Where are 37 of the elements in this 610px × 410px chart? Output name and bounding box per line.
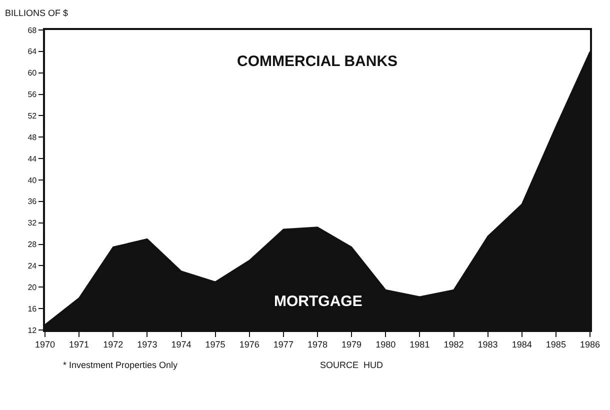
x-tick-label: 1983 (478, 340, 498, 350)
y-tick-label: 64 (28, 47, 38, 56)
y-tick-label: 60 (28, 68, 38, 78)
annotation: COMMERCIAL BANKS (237, 53, 398, 70)
text: * Investment Properties Only (63, 360, 178, 370)
x-tick-label: 1976 (239, 340, 260, 350)
y-tick-label: 56 (28, 90, 38, 100)
x-tick-label: 1974 (171, 340, 192, 350)
x-tick-label: 1985 (546, 340, 566, 350)
y-tick-label: 40 (28, 176, 38, 185)
x-tick-label: 1981 (410, 340, 430, 350)
x-tick-label: 1986 (580, 340, 600, 350)
x-tick-label: 1972 (103, 340, 124, 350)
y-tick-label: 36 (28, 197, 38, 206)
y-tick-label: 28 (28, 240, 38, 250)
x-tick-label: 1980 (376, 340, 396, 350)
y-axis-title: BILLIONS OF $ (5, 8, 68, 18)
x-tick-label: 1977 (273, 340, 294, 350)
y-tick-label: 68 (28, 26, 38, 35)
x-tick-label: 1982 (444, 340, 464, 350)
y-tick-label: 24 (28, 262, 38, 271)
x-tick-label: 1979 (342, 340, 362, 350)
annotation: MORTGAGE (274, 293, 362, 310)
source-note: SOURCE HUD (320, 360, 384, 370)
x-tick-label: 1978 (307, 340, 328, 350)
x-tick-label: 1971 (69, 340, 90, 350)
y-tick-label: 20 (28, 282, 38, 292)
y-tick-label: 44 (28, 154, 38, 164)
y-tick-label: 52 (28, 112, 38, 121)
y-tick-label: 16 (28, 304, 38, 314)
x-tick-label: 1973 (137, 340, 158, 350)
x-tick-label: 1970 (34, 340, 56, 350)
x-tick-label: 1975 (205, 340, 226, 350)
y-tick-label: 48 (28, 132, 38, 142)
y-tick-label: 32 (28, 218, 38, 228)
y-tick-label: 12 (28, 326, 38, 335)
x-tick-label: 1984 (512, 340, 532, 350)
